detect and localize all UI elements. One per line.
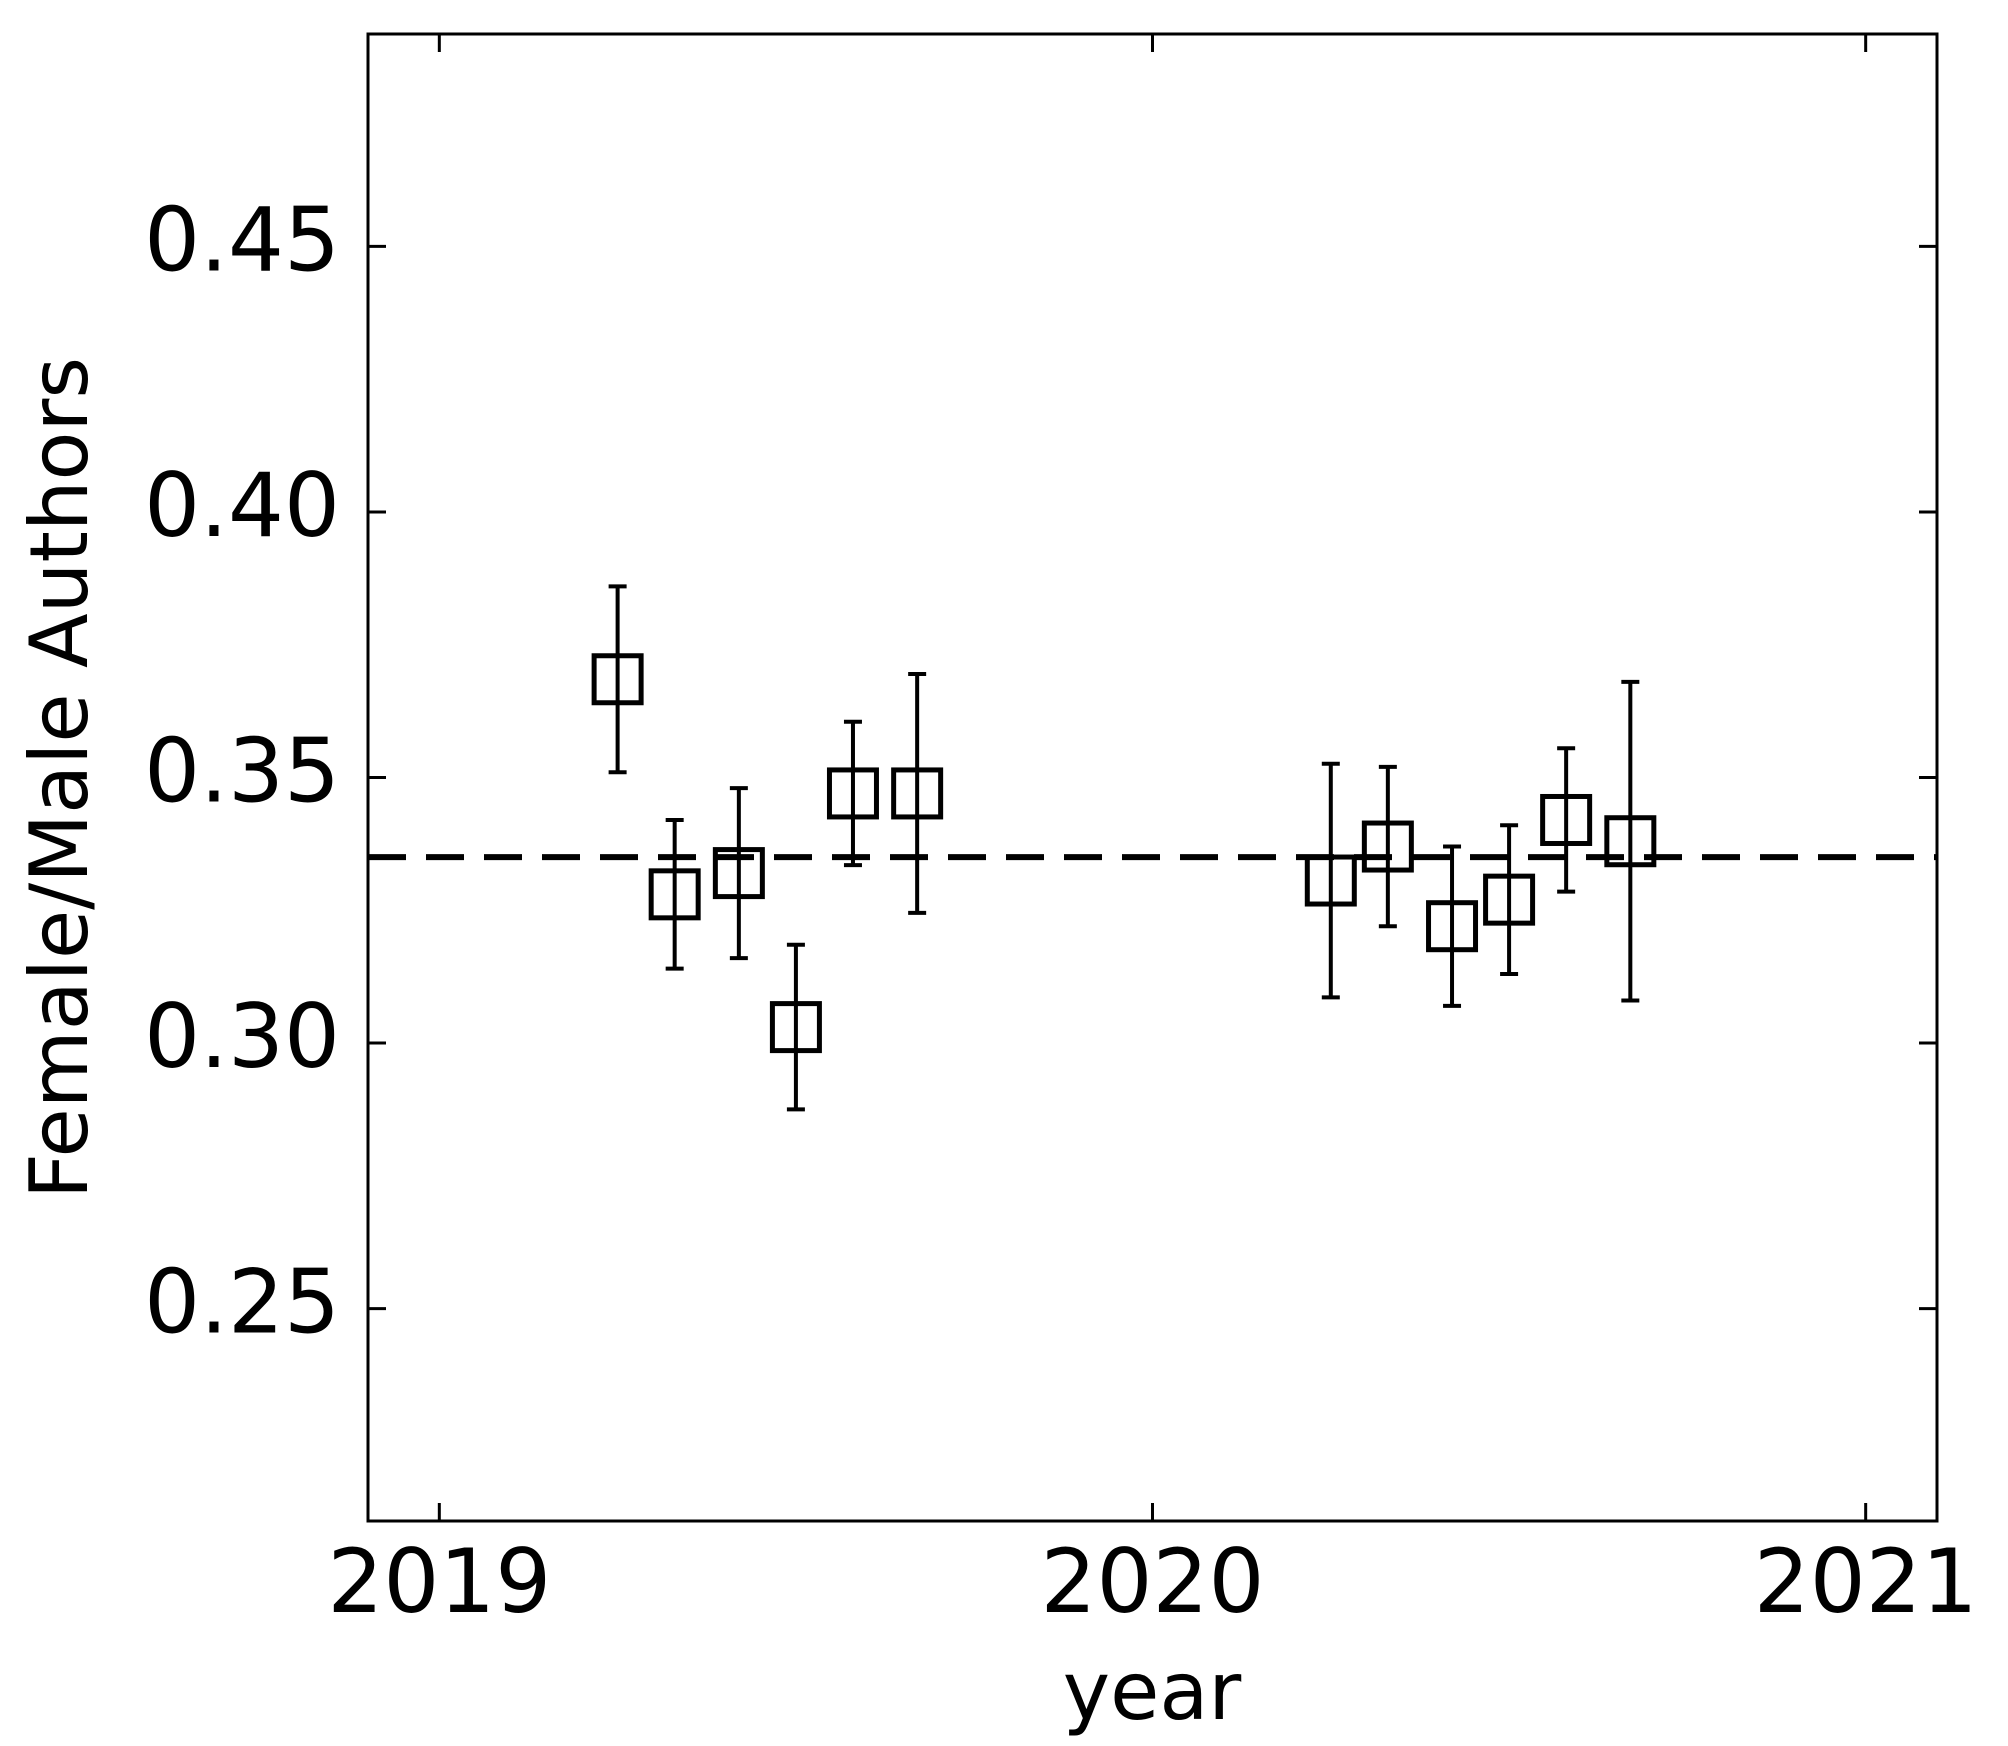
error-bar <box>908 671 927 915</box>
x-tick-label: 2021 <box>1754 1530 1978 1633</box>
marker <box>891 767 944 820</box>
error-bar <box>1321 761 1340 1000</box>
marker <box>712 847 765 900</box>
error-bar <box>1621 679 1640 1003</box>
marker <box>591 653 644 706</box>
marker <box>1426 900 1479 953</box>
error-bar <box>665 817 684 971</box>
error-bar <box>729 786 748 961</box>
y-tick-label: 0.40 <box>144 454 340 557</box>
error-bar <box>1557 746 1576 894</box>
x-axis-label: year <box>1063 1645 1242 1738</box>
error-bar <box>1500 823 1519 976</box>
plot-frame <box>366 32 1939 1523</box>
marker <box>769 1001 822 1054</box>
y-tick-label: 0.30 <box>144 985 340 1088</box>
y-tick-label: 0.25 <box>144 1250 340 1353</box>
error-bar <box>786 942 805 1112</box>
marker <box>1361 820 1414 873</box>
x-tick-label: 2020 <box>1041 1530 1265 1633</box>
marker <box>1304 854 1357 907</box>
error-bar <box>1378 764 1397 929</box>
y-tick-label: 0.35 <box>144 719 340 822</box>
y-axis-label: Female/Male Authors <box>13 357 106 1199</box>
marker <box>648 868 701 921</box>
error-bar <box>1443 844 1462 1008</box>
x-tick-label: 2019 <box>327 1530 551 1633</box>
y-tick-label: 0.45 <box>144 188 340 291</box>
marker <box>1540 793 1593 846</box>
error-bar <box>843 719 862 868</box>
marker <box>1604 815 1657 868</box>
marker <box>1483 873 1536 926</box>
marker <box>826 767 879 820</box>
error-bar <box>608 584 627 775</box>
